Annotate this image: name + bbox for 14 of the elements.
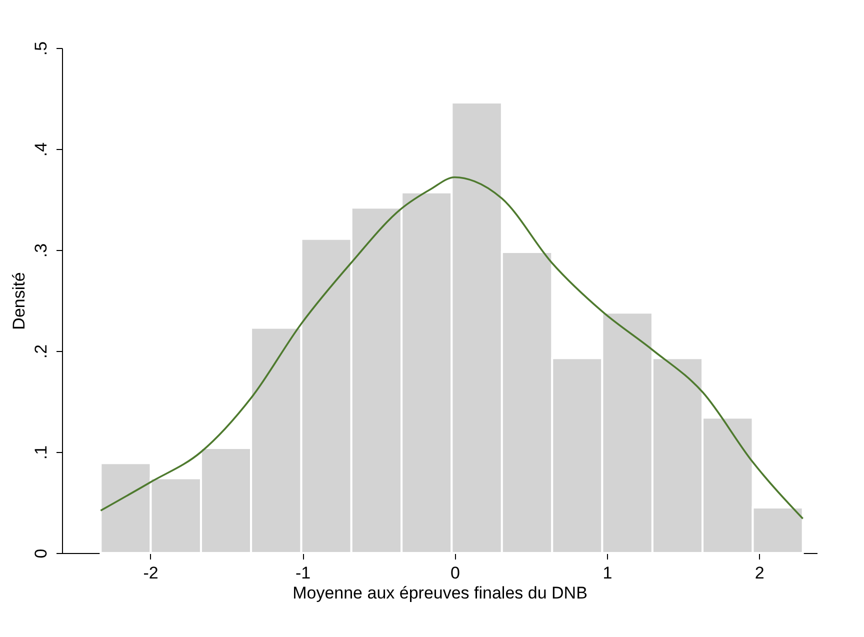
x-tick-label: -2	[143, 564, 158, 582]
y-tick-label: .2	[32, 344, 50, 359]
x-tick-label: 2	[754, 564, 764, 582]
y-tick-label: .4	[32, 142, 50, 157]
x-tick-label: -1	[295, 564, 311, 582]
x-axis-title: Moyenne aux épreuves finales du DNB	[292, 584, 588, 602]
y-tick-label: 0	[32, 548, 50, 558]
x-tick-label: 0	[450, 564, 460, 582]
x-tick-label: 1	[602, 564, 612, 582]
y-tick-label: .1	[32, 445, 50, 460]
y-axis-title: Densité	[10, 272, 28, 330]
y-tick-label: .3	[32, 243, 50, 258]
line-series	[100, 176, 804, 520]
y-tick-label: .5	[32, 41, 50, 56]
